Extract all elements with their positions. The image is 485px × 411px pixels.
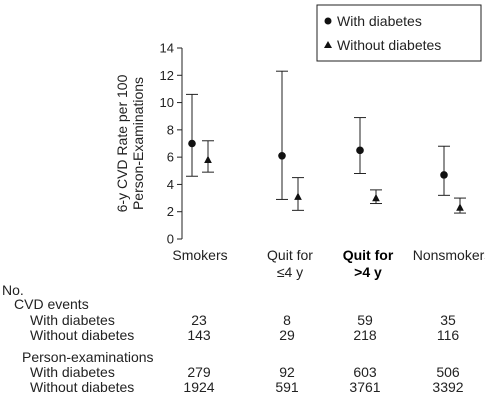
table-cell: 116 bbox=[436, 327, 460, 343]
point-without-diabetes bbox=[456, 203, 464, 211]
y-tick-label: 14 bbox=[160, 41, 174, 56]
y-tick-label: 12 bbox=[160, 68, 174, 83]
point-with-diabetes bbox=[278, 151, 286, 160]
point-with-diabetes bbox=[356, 146, 364, 155]
table-cell: 506 bbox=[436, 364, 460, 380]
table-cell: 218 bbox=[353, 327, 377, 343]
x-category-label: >4 y bbox=[354, 264, 382, 280]
x-category-label: ≤4 y bbox=[277, 264, 303, 280]
row-label: With diabetes bbox=[30, 364, 115, 380]
y-axis-title-line: Person-Examinations bbox=[130, 77, 146, 210]
legend-label: Without diabetes bbox=[337, 37, 441, 53]
legend: With diabetes Without diabetes bbox=[316, 4, 482, 62]
y-tick-label: 4 bbox=[167, 177, 174, 192]
x-category-label: Nonsmokers bbox=[413, 247, 485, 263]
point-without-diabetes bbox=[294, 192, 302, 200]
counts-table: No. CVD events With diabetes 23 8 59 35 … bbox=[0, 283, 485, 411]
legend-marker-triangle bbox=[324, 41, 332, 48]
cvd-rate-chart: With diabetes Without diabetes 0 2 4 6 8 10 12 1… bbox=[114, 4, 485, 280]
y-axis-title: 6-y CVD Rate per 100Person-Examinations bbox=[114, 74, 146, 212]
table-cell: 3761 bbox=[349, 379, 381, 395]
point-without-diabetes bbox=[204, 155, 212, 164]
legend-box bbox=[316, 4, 482, 62]
table-cell: 23 bbox=[191, 312, 207, 328]
table-cell: 143 bbox=[187, 327, 211, 343]
point-with-diabetes bbox=[188, 139, 196, 148]
table-cell: 35 bbox=[440, 312, 456, 328]
y-axis: 0 2 4 6 8 10 12 14 6-y CVD Rate per 100Person-Ex… bbox=[114, 41, 183, 247]
table-cell: 591 bbox=[275, 379, 299, 395]
table-no-label: No. bbox=[2, 282, 24, 298]
y-tick-label: 8 bbox=[167, 122, 174, 137]
row-label: Without diabetes bbox=[30, 327, 135, 343]
row-label: Without diabetes bbox=[30, 379, 135, 395]
data-marks bbox=[186, 70, 466, 214]
table-cell: 92 bbox=[279, 364, 295, 380]
point-with-diabetes bbox=[440, 171, 448, 179]
legend-marker-circle bbox=[324, 17, 332, 25]
x-category-label: Smokers bbox=[172, 247, 227, 263]
table-cell: 279 bbox=[187, 364, 211, 380]
y-tick-label: 0 bbox=[167, 232, 174, 247]
y-tick-label: 2 bbox=[167, 204, 174, 219]
x-category-label: Quit for bbox=[343, 247, 394, 263]
row-label: With diabetes bbox=[30, 312, 115, 328]
legend-label: With diabetes bbox=[337, 13, 422, 29]
y-axis-title-line: 6-y CVD Rate per 100 bbox=[114, 74, 130, 212]
table-cell: 603 bbox=[353, 364, 377, 380]
table-cell: 1924 bbox=[183, 379, 215, 395]
table-cell: 3392 bbox=[432, 379, 464, 395]
y-tick-label: 6 bbox=[167, 150, 174, 165]
point-without-diabetes bbox=[372, 193, 380, 202]
table-cell: 8 bbox=[283, 312, 291, 328]
x-category-label: Quit for bbox=[267, 247, 313, 263]
table-cell: 59 bbox=[357, 312, 373, 328]
y-tick-label: 10 bbox=[160, 95, 174, 110]
table-cell: 29 bbox=[279, 327, 295, 343]
section-title-person-examinations: Person-examinations bbox=[22, 349, 154, 365]
section-title-cvd-events: CVD events bbox=[14, 296, 89, 312]
